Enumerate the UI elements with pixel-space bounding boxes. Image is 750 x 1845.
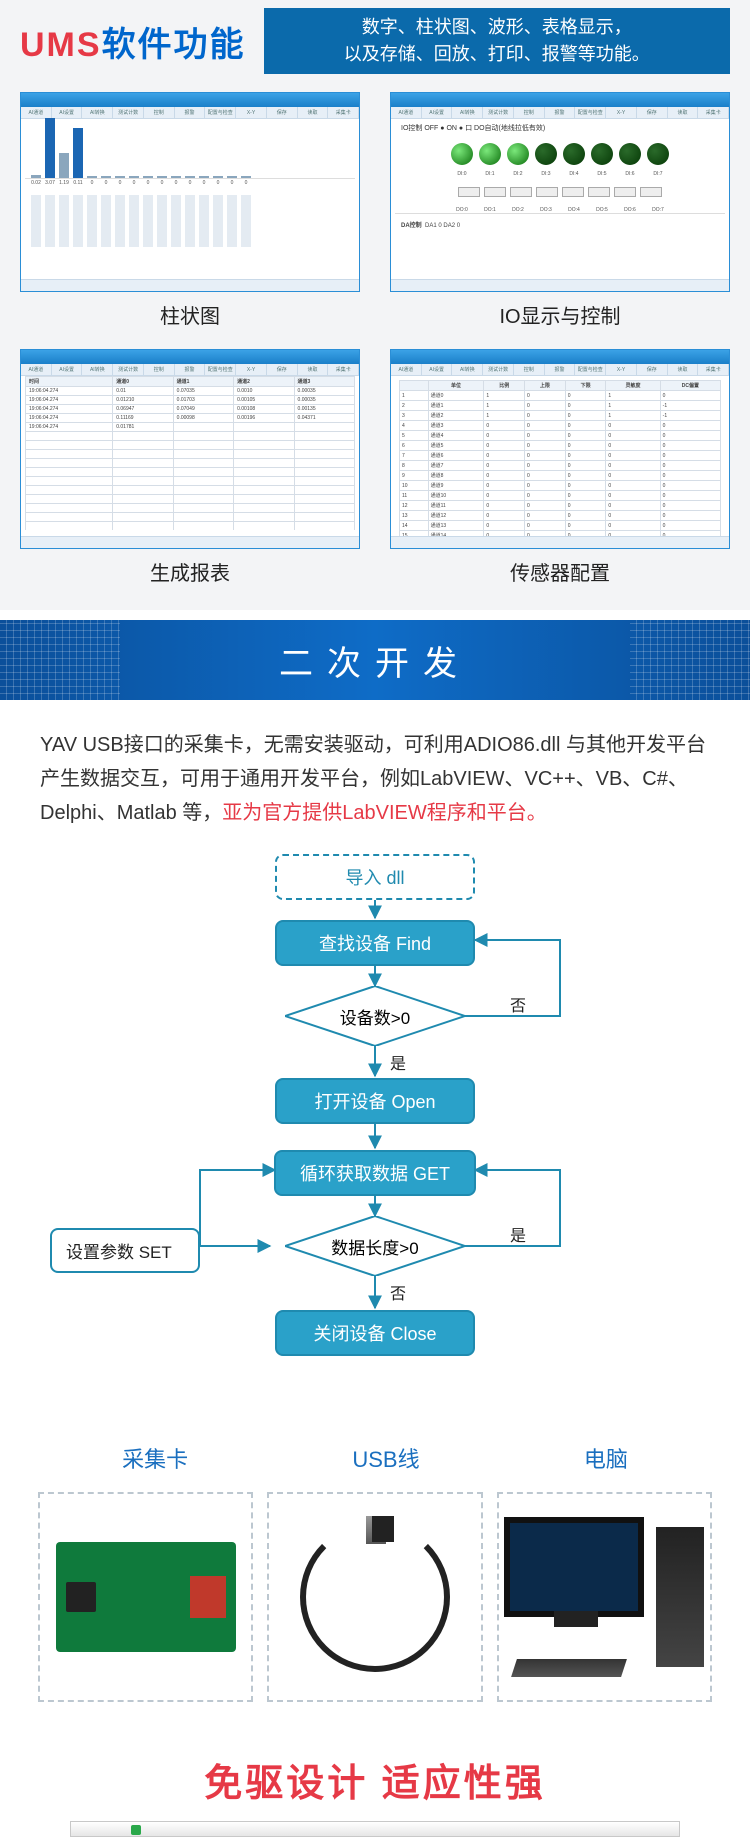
flow-close: 关闭设备 Close <box>275 1310 475 1356</box>
flow-import-dll: 导入 dll <box>275 854 475 900</box>
shot-bar-cell: AI通道AI设置AI转换测试计数控制报警配置与检查X-Y保存读取采集卡 0.02… <box>20 92 360 329</box>
product-card <box>38 1492 253 1702</box>
shot-report: AI通道AI设置AI转换测试计数控制报警配置与检查X-Y保存读取采集卡 时间通道… <box>20 349 360 549</box>
label-pc: 电脑 <box>584 1442 628 1474</box>
edge-yes-2: 是 <box>510 1222 526 1246</box>
product-labels: 采集卡 USB线 电脑 <box>40 1442 710 1474</box>
pcb-icon <box>56 1542 236 1652</box>
product-row <box>0 1482 750 1702</box>
label-card: 采集卡 <box>122 1442 188 1474</box>
footer-bar <box>70 1821 680 1837</box>
flow-get: 循环获取数据 GET <box>274 1150 476 1196</box>
shot-report-label: 生成报表 <box>20 557 360 586</box>
product-usb <box>267 1492 482 1702</box>
shot-io: AI通道AI设置AI转换测试计数控制报警配置与检查X-Y保存读取采集卡 IO控制… <box>390 92 730 292</box>
screenshots-grid: AI通道AI设置AI转换测试计数控制报警配置与检查X-Y保存读取采集卡 0.02… <box>0 82 750 610</box>
dev-banner: 二次开发 <box>0 620 750 700</box>
flow-devcount: 设备数>0 <box>285 986 465 1046</box>
ums-title: UMS软件功能 <box>20 17 246 66</box>
flow-set: 设置参数 SET <box>50 1228 200 1273</box>
io-title: IO控制 OFF ● ON ● 口 DO自动(地线拉低有效) <box>395 119 725 137</box>
shot-io-cell: AI通道AI设置AI转换测试计数控制报警配置与检查X-Y保存读取采集卡 IO控制… <box>390 92 730 329</box>
shot-tabs: AI通道AI设置AI转换测试计数控制报警配置与检查X-Y保存读取采集卡 <box>21 107 359 119</box>
shot-config: AI通道AI设置AI转换测试计数控制报警配置与检查X-Y保存读取采集卡 单位比例… <box>390 349 730 549</box>
flow-find: 查找设备 Find <box>275 920 475 966</box>
shot-report-cell: AI通道AI设置AI转换测试计数控制报警配置与检查X-Y保存读取采集卡 时间通道… <box>20 349 360 586</box>
desc-red: 亚为官方提供LabVIEW程序和平台。 <box>222 802 546 824</box>
shot-config-cell: AI通道AI设置AI转换测试计数控制报警配置与检查X-Y保存读取采集卡 单位比例… <box>390 349 730 586</box>
shot-config-label: 传感器配置 <box>390 557 730 586</box>
edge-yes-1: 是 <box>390 1050 406 1074</box>
subtitle-line1: 数字、柱状图、波形、表格显示， <box>278 14 716 41</box>
flow-datalen: 数据长度>0 <box>285 1216 465 1276</box>
footer-title: 免驱设计 适应性强 <box>0 1752 750 1807</box>
label-usb: USB线 <box>352 1442 419 1474</box>
ums-title-en: UMS <box>20 26 102 64</box>
ums-subtitle-box: 数字、柱状图、波形、表格显示， 以及存储、回放、打印、报警等功能。 <box>264 8 730 74</box>
subtitle-line2: 以及存储、回放、打印、报警等功能。 <box>278 41 716 68</box>
edge-no-1: 否 <box>510 992 526 1016</box>
edge-no-2: 否 <box>390 1280 406 1304</box>
flowchart: 导入 dll 查找设备 Find 设备数>0 否 是 打开设备 Open 循环获… <box>0 852 750 1412</box>
description: YAV USB接口的采集卡，无需安装驱动，可利用ADIO86.dll 与其他开发… <box>0 700 750 842</box>
pc-icon <box>504 1517 704 1677</box>
shot-bar: AI通道AI设置AI转换测试计数控制报警配置与检查X-Y保存读取采集卡 0.02… <box>20 92 360 292</box>
banner-title: 二次开发 <box>279 636 471 685</box>
shot-bar-label: 柱状图 <box>20 300 360 329</box>
shot-io-label: IO显示与控制 <box>390 300 730 329</box>
ums-header: UMS软件功能 数字、柱状图、波形、表格显示， 以及存储、回放、打印、报警等功能… <box>0 0 750 82</box>
ums-title-zh: 软件功能 <box>102 26 246 64</box>
flow-open: 打开设备 Open <box>275 1078 475 1124</box>
usb-icon <box>300 1522 450 1672</box>
product-pc <box>497 1492 712 1702</box>
